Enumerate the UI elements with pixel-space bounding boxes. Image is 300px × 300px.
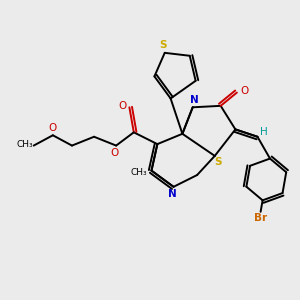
- Text: N: N: [168, 189, 176, 199]
- Text: H: H: [260, 127, 268, 137]
- Text: CH₃: CH₃: [131, 168, 147, 177]
- Text: N: N: [190, 95, 199, 105]
- Text: O: O: [240, 86, 248, 96]
- Text: O: O: [49, 123, 57, 133]
- Text: Br: Br: [254, 213, 267, 223]
- Text: S: S: [160, 40, 167, 50]
- Text: O: O: [119, 101, 127, 111]
- Text: S: S: [214, 158, 221, 167]
- Text: O: O: [110, 148, 119, 158]
- Text: CH₃: CH₃: [16, 140, 33, 148]
